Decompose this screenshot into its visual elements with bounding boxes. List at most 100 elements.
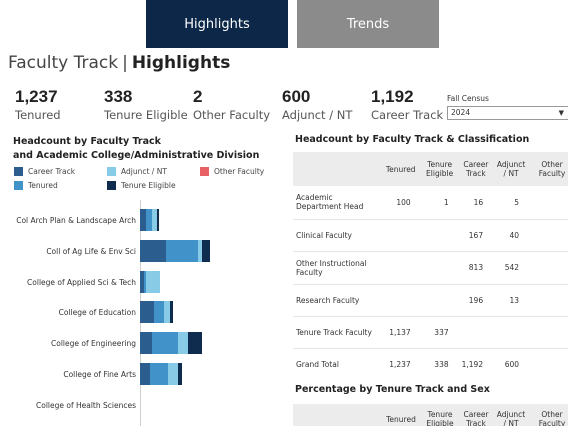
col-header: Tenured: [385, 164, 416, 174]
bar-segment[interactable]: [168, 363, 178, 385]
table-row[interactable]: Tenure Track Faculty 1,137 337: [293, 316, 568, 348]
category-label: College of Education: [58, 308, 136, 318]
legend-label: Tenure Eligible: [121, 181, 176, 190]
bar-segment[interactable]: [170, 301, 173, 324]
bar-segment[interactable]: [146, 270, 160, 293]
table-cell: 167: [468, 230, 484, 240]
legend-swatch: [107, 167, 116, 176]
col-header: Adjunct / NT: [496, 160, 526, 178]
table-row[interactable]: Academic Department Head 100 1 16 5: [293, 186, 568, 219]
census-year-select[interactable]: 2024 ▼: [447, 106, 568, 120]
kpi-tenure-eligible: 338 Tenure Eligible: [104, 87, 188, 122]
bar-segment[interactable]: [140, 209, 146, 231]
col-header: Tenure Eligible: [426, 160, 454, 178]
bar-stack[interactable]: [140, 239, 210, 262]
bar-segment[interactable]: [140, 270, 144, 293]
left-chart-title-line1: Headcount by Faculty Track: [13, 136, 161, 147]
bar-segment[interactable]: [140, 332, 152, 355]
table-cell: [529, 251, 568, 284]
table-cell: [493, 316, 529, 348]
col-header: Tenure Eligible: [426, 410, 454, 426]
table2-title: Percentage by Tenure Track and Sex: [295, 384, 490, 395]
tab-highlights[interactable]: Highlights: [146, 0, 288, 48]
bar-segment[interactable]: [178, 332, 188, 355]
table-corner: [293, 152, 381, 186]
bar-stack[interactable]: [140, 301, 173, 324]
col-header: Adjunct / NT: [496, 410, 526, 426]
bar-stack[interactable]: [140, 363, 182, 385]
bar-segment[interactable]: [157, 209, 159, 231]
bar-segment[interactable]: [140, 239, 166, 262]
table-cell: 600: [504, 359, 520, 369]
table-row[interactable]: Other Instructional Faculty 813 542: [293, 251, 568, 284]
bar-stack[interactable]: [140, 270, 160, 293]
bar-stack[interactable]: [140, 209, 159, 231]
table-cell: [381, 219, 421, 251]
row-label: Research Faculty: [296, 295, 360, 305]
bar-segment[interactable]: [144, 270, 146, 293]
bar-segment[interactable]: [152, 332, 178, 355]
table-total-row[interactable]: Grand Total 1,237 338 1,192 600: [293, 348, 568, 380]
table-header-row: Tenured Tenure Eligible Career Track Adj…: [293, 152, 568, 186]
bar-segment[interactable]: [154, 301, 164, 324]
legend-label: Other Faculty: [214, 167, 265, 176]
page-title: Faculty Track | Highlights: [8, 53, 230, 73]
category-label: College of Health Sciences: [36, 400, 136, 410]
table-cell: 813: [468, 263, 484, 272]
table-cell: [421, 284, 459, 316]
kpi-tenured: 1,237 Tenured: [15, 87, 61, 122]
kpi-label: Other Faculty: [193, 108, 271, 122]
kpi-label: Tenure Eligible: [104, 108, 188, 122]
table-cell: [381, 251, 421, 284]
bar-segment[interactable]: [164, 301, 170, 324]
legend-tenure-eligible[interactable]: Tenure Eligible: [107, 181, 176, 190]
bar-segment[interactable]: [140, 363, 150, 385]
table-row[interactable]: Clinical Faculty 167 40: [293, 219, 568, 251]
page-title-prefix: Faculty Track: [8, 53, 119, 73]
kpi-other-faculty: 2 Other Faculty: [193, 87, 270, 122]
tenure-sex-table: Tenured Tenure Eligible Career Track Adj…: [293, 404, 568, 426]
bar-segment[interactable]: [202, 239, 210, 262]
table-row[interactable]: Research Faculty 196 13: [293, 284, 568, 316]
col-header: Tenured: [386, 414, 416, 424]
col-header: Career Track: [463, 160, 489, 178]
bar-segment[interactable]: [178, 363, 182, 385]
row-label: Tenure Track Faculty: [296, 327, 372, 337]
legend-tenured[interactable]: Tenured: [14, 181, 58, 190]
legend-label: Adjunct / NT: [121, 167, 167, 176]
bar-segment[interactable]: [188, 332, 202, 355]
legend-other-faculty[interactable]: Other Faculty: [200, 167, 264, 176]
col-header: Career Track: [463, 410, 489, 426]
bar-segment[interactable]: [166, 239, 198, 262]
tab-trends[interactable]: Trends: [297, 0, 439, 48]
legend-label: Tenured: [28, 181, 58, 190]
census-selected-value: 2024: [451, 108, 471, 117]
table-cell: [421, 219, 459, 251]
kpi-label: Career Track: [371, 108, 444, 122]
legend-career-track[interactable]: Career Track: [14, 167, 75, 176]
category-label: Coll of Ag Life & Env Sci: [46, 246, 136, 256]
table-cell: [529, 284, 568, 316]
bar-segment[interactable]: [150, 363, 168, 385]
table-cell: 40: [509, 230, 520, 240]
table-cell: 16: [473, 197, 484, 207]
bar-segment[interactable]: [140, 301, 154, 324]
category-label: Col Arch Plan & Landscape Arch: [16, 216, 136, 225]
bar-stack[interactable]: [140, 332, 202, 355]
table-cell: [529, 219, 568, 251]
bar-segment[interactable]: [146, 209, 152, 231]
kpi-label: Adjunct / NT: [282, 108, 353, 122]
kpi-label: Tenured: [15, 108, 61, 122]
bar-segment[interactable]: [152, 209, 157, 231]
row-label: Other Instructional Faculty: [296, 258, 367, 277]
category-label: College of Engineering: [51, 339, 136, 349]
legend-adjunct[interactable]: Adjunct / NT: [107, 167, 167, 176]
table-cell: 1,192: [461, 359, 484, 369]
legend-swatch: [14, 167, 23, 176]
table-cell: [381, 284, 421, 316]
kpi-value: 338: [104, 87, 133, 106]
bar-segment[interactable]: [198, 239, 202, 262]
table-cell: 338: [434, 359, 449, 369]
table-cell: 337: [434, 327, 449, 337]
table-cell: [529, 186, 568, 219]
